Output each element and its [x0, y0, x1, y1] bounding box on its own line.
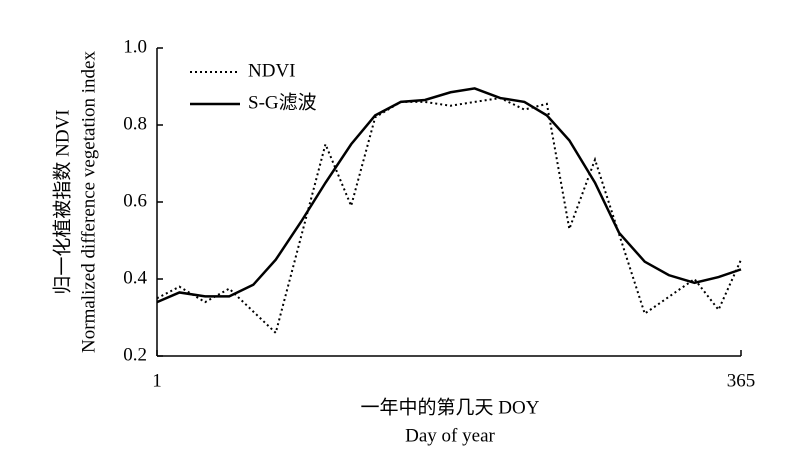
x-tick-label: 365 — [727, 370, 756, 391]
y-tick-label: 0.4 — [123, 267, 147, 288]
x-tick-label: 1 — [152, 370, 162, 391]
y-tick-label: 0.2 — [123, 344, 147, 365]
x-axis-label-en: Day of year — [405, 425, 495, 446]
legend-label: S-G滤波 — [248, 91, 317, 113]
y-tick-label: 0.8 — [123, 113, 147, 134]
y-axis-label-en: Normalized difference vegetation index — [78, 51, 99, 353]
x-axis-label: 一年中的第几天 DOY — [361, 396, 540, 418]
y-tick-label: 1.0 — [123, 36, 147, 57]
series-line — [156, 97, 742, 335]
legend-label: NDVI — [248, 60, 296, 81]
series-line — [156, 87, 742, 304]
y-axis-label: 归一化植被指数 NDVI — [51, 109, 73, 294]
y-tick-label: 0.6 — [123, 190, 147, 211]
